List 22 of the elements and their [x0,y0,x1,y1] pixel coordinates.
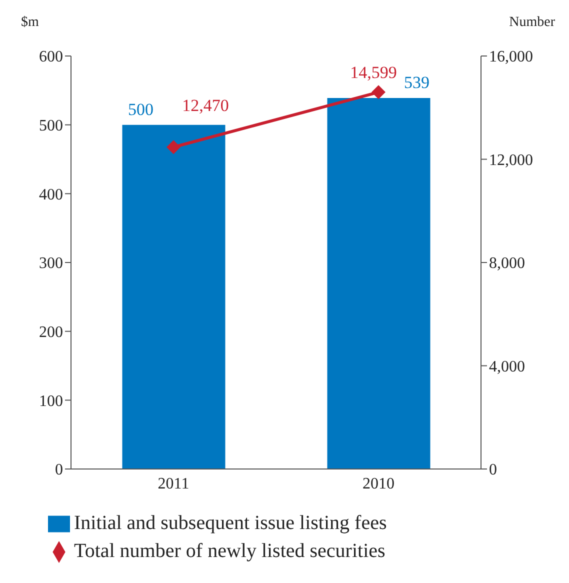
legend-label: Initial and subsequent issue listing fees [74,512,387,534]
data-label: 14,599 [350,63,397,82]
x-tick-label: 2010 [362,475,394,492]
legend-label: Total number of newly listed securities [74,540,386,562]
data-label: 12,470 [182,96,229,116]
y-tick-label: 200 [39,324,63,342]
y-tick-label: 0 [55,462,63,479]
x-tick-label: 2011 [158,475,190,492]
y2-axis-title: Number [509,14,556,30]
y-tick-label: 500 [39,118,63,135]
y2-tick-label: 4,000 [489,358,525,376]
y-tick-label: 600 [39,48,63,66]
data-label: 500 [128,100,154,119]
y2-tick-label: 16,000 [489,48,533,66]
y-tick-label: 400 [39,186,63,204]
data-label: 539 [404,72,430,92]
y2-tick-label: 0 [489,462,497,479]
y-axis-title: $m [21,14,39,30]
y-tick-label: 100 [39,392,63,410]
y2-tick-label: 12,000 [489,152,533,169]
y2-tick-label: 8,000 [489,255,525,272]
y-tick-label: 300 [39,255,63,272]
